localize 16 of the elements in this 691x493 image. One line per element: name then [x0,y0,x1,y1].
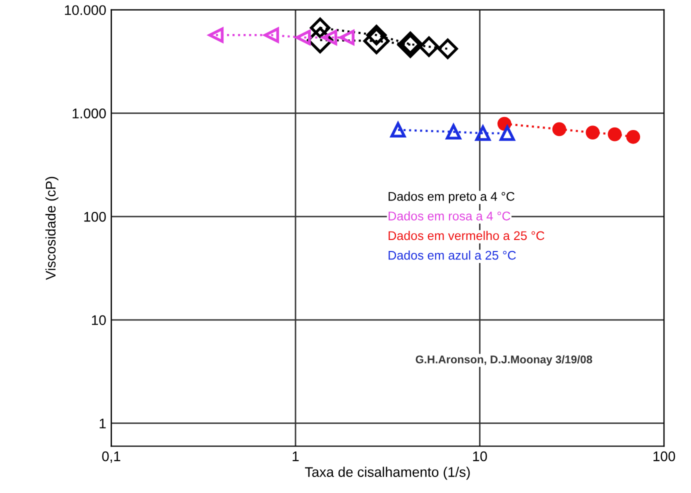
x-tick-label: 100 [654,451,676,462]
text: Dados em azul a 25 °C [388,250,516,260]
text: Dados em vermelho a 25 °C [388,230,544,240]
y-tick-label: 1.000 [72,108,106,118]
y-tick-label: 10 [92,315,106,326]
x-axis-title: Taxa de cisalhamento (1/s) [304,466,470,480]
x-tick-label: 10 [473,451,487,462]
text: Dados em preto a 4 °C [388,192,514,204]
y-tick-label: 10.000 [64,5,106,16]
y-tick-label: 1 [100,418,106,428]
x-tick-label: 0,1 [102,451,120,463]
y-tick-label: 100 [84,212,106,222]
y-axis-title: Viscosidade (cP) [45,176,58,280]
x-tick-label: 1 [292,452,299,462]
text: Dados em rosa a 4 °C [388,211,510,220]
annotation: G.H.Aronson, D.J.Moonay 3/19/08 [416,355,592,366]
